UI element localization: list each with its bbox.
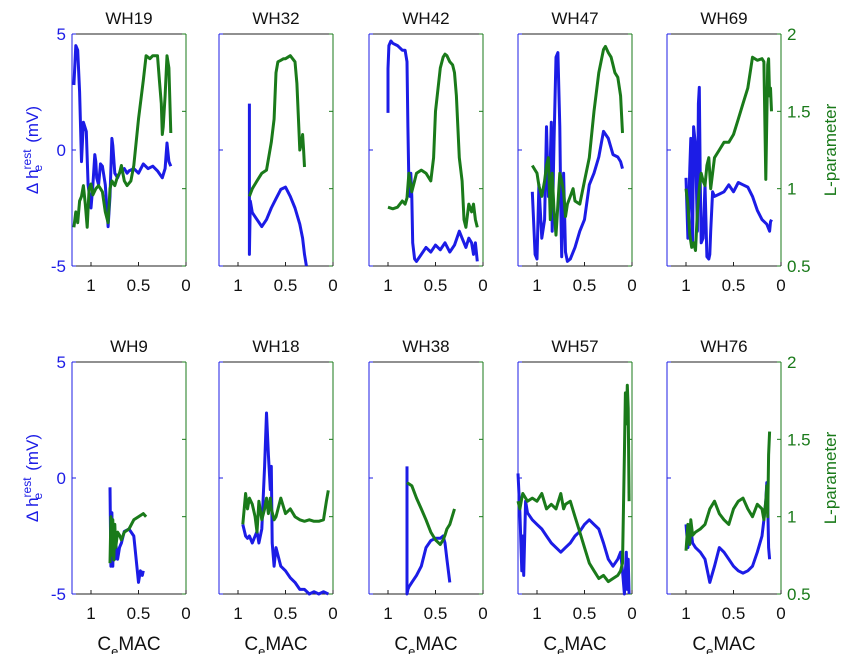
x-axis-label: CeMAC [543,634,606,654]
panel-title: WH32 [252,9,299,28]
right-tick-label: 1 [787,508,796,527]
panel-title: WH19 [105,9,152,28]
x-tick-label: 0 [328,604,337,623]
x-axis-label: CeMAC [394,634,457,654]
right-tick-label: 0.5 [787,585,811,604]
right-tick-label: 1 [787,180,796,199]
left-tick-label: 0 [57,469,66,488]
x-tick-label: 1 [681,604,690,623]
x-tick-label: 0 [181,276,190,295]
x-tick-label: 0.5 [424,276,448,295]
right-tick-label: 0.5 [787,257,811,276]
hrest-line [72,44,173,229]
x-tick-label: 1 [532,276,541,295]
x-tick-label: 0.5 [573,604,597,623]
panel-wh42: WH42 1 0.5 0 [368,9,488,295]
lparameter-line [406,481,456,546]
x-tick-label: 0.5 [722,604,746,623]
lparameter-line [516,383,631,584]
panel-title: WH18 [252,337,299,356]
right-tick-label: 2 [787,353,796,372]
panel-title: WH42 [402,9,449,28]
hrest-line [684,85,773,261]
panel-wh47: WH47 1 0.5 0 [517,9,637,295]
x-axis-label: CeMAC [97,634,160,654]
x-tick-label: 1 [681,276,690,295]
lparameter-line [684,55,773,252]
panel-wh57: WH57 1 0.5 0 CeMAC [516,337,637,654]
x-tick-label: 0.5 [424,604,448,623]
lparameter-line [108,512,148,564]
right-tick-label: 2 [787,25,796,44]
left-tick-label: 5 [57,25,66,44]
x-axis-label: CeMAC [244,634,307,654]
x-tick-label: 1 [86,604,95,623]
x-tick-label: 0.5 [127,604,151,623]
hrest-line [386,39,479,263]
x-tick-label: 0 [627,604,636,623]
lparameter-line [531,44,624,237]
x-tick-label: 0.5 [274,276,298,295]
hrest-line [516,473,631,596]
left-tick-label: -5 [51,257,66,276]
x-tick-label: 1 [383,604,392,623]
right-axis-label-row1: L-parameter [821,103,840,196]
lparameter-line [247,54,306,197]
left-tick-label: 0 [57,141,66,160]
x-tick-label: 1 [383,276,392,295]
left-axis-label-row2: Δ hreste(mV) [20,434,45,522]
x-tick-label: 1 [532,604,541,623]
right-axis-label-row2: L-parameter [821,431,840,524]
lparameter-line [684,431,772,551]
panel-title: WH47 [551,9,598,28]
x-tick-label: 1 [233,276,242,295]
x-tick-label: 1 [86,276,95,295]
x-tick-label: 0 [478,604,487,623]
panel-wh32: WH32 1 0.5 0 [218,9,338,295]
panel-title: WH9 [110,337,148,356]
panel-title: WH69 [700,9,747,28]
lparameter-line [72,54,173,229]
panel-wh38: WH38 1 0.5 0 CeMAC [368,337,488,654]
x-tick-label: 1 [233,604,242,623]
x-tick-label: 0 [328,276,337,295]
hrest-line [247,103,308,267]
hrest-line [530,51,624,263]
left-axis-label-row1: Δ hreste(mV) [20,106,45,194]
x-tick-label: 0.5 [274,604,298,623]
lparameter-line [387,52,479,229]
left-tick-label: -5 [51,585,66,604]
x-axis-label: CeMAC [692,634,755,654]
x-tick-label: 0 [181,604,190,623]
hrest-line [405,466,452,596]
x-tick-label: 0 [776,276,785,295]
right-tick-label: 1.5 [787,430,811,449]
panel-title: WH76 [700,337,747,356]
x-tick-label: 0 [478,276,487,295]
panel-wh19: WH19 5 0 -5 1 0.5 0 [51,9,191,295]
hrest-line [241,411,329,596]
x-tick-label: 0 [627,276,636,295]
panel-wh9: WH9 5 0 -5 1 0.5 0 CeMAC [51,337,191,654]
x-tick-label: 0.5 [722,276,746,295]
right-tick-label: 1.5 [787,102,811,121]
panel-title: WH38 [402,337,449,356]
hrest-line [684,481,772,584]
panel-wh18: WH18 1 0.5 0 CeMAC [218,337,338,654]
x-tick-label: 0.5 [127,276,151,295]
left-tick-label: 5 [57,353,66,372]
lparameter-line [241,490,330,534]
x-tick-label: 0.5 [573,276,597,295]
panel-title: WH57 [551,337,598,356]
x-tick-label: 0 [776,604,785,623]
